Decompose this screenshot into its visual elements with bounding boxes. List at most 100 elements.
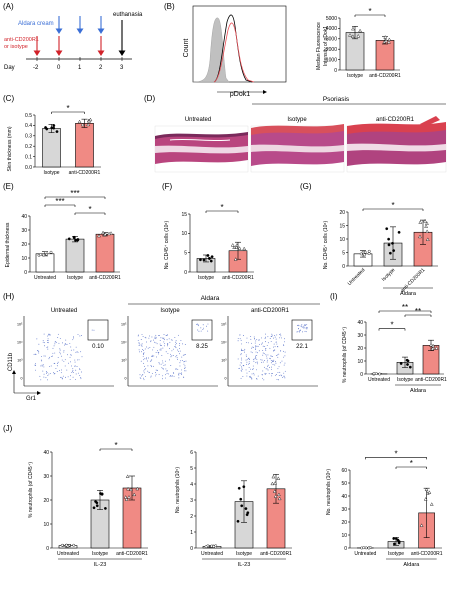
flow-event (247, 363, 249, 365)
flow-event (277, 372, 279, 373)
flow-event (278, 353, 280, 355)
data-point (408, 365, 412, 369)
flow-event (42, 340, 44, 341)
flow-event (261, 343, 263, 345)
flow-gate (191, 319, 213, 341)
flow-event (75, 346, 77, 348)
flow-event (50, 365, 52, 367)
flow-event (175, 341, 176, 343)
flow-event (282, 377, 283, 378)
flow-event (298, 325, 300, 327)
y-tick-label: 0.5 (25, 113, 32, 119)
aldara-arrows (55, 16, 105, 35)
flow-event (280, 350, 282, 352)
flow-event (141, 344, 143, 346)
flow-event (237, 338, 239, 340)
y-tick-label: 5 (184, 250, 187, 256)
flow-event (200, 330, 202, 332)
flow-event (306, 328, 308, 330)
flow-event (53, 372, 55, 373)
flow-event (275, 354, 277, 356)
panel-j: (J) % neutrophils (of CD45⁺) No. neutrop… (3, 424, 443, 568)
flow-event (239, 334, 241, 336)
flow-event (271, 366, 272, 368)
data-point (392, 249, 396, 253)
flow-event (53, 345, 55, 347)
flow-event (144, 369, 146, 371)
flow-event (242, 335, 244, 336)
flow-event (246, 361, 248, 363)
flow-event (63, 350, 65, 352)
flow-event (60, 376, 61, 378)
chart-b: 0 1000 2000 3000 4000 5000 Isotype anti-CD200R1… (326, 7, 401, 79)
flow-event (280, 374, 282, 376)
flow-event (255, 347, 257, 349)
flow-event (141, 343, 143, 345)
panel-a-treatment-line2: or isotype (4, 44, 28, 50)
data-point (385, 227, 389, 231)
histogram-y-label: Count (183, 39, 190, 58)
flow-event (177, 359, 178, 360)
flow-event (78, 359, 80, 361)
flow-event (80, 377, 82, 379)
flow-event (159, 349, 161, 351)
flow-event (33, 353, 35, 355)
flow-event (251, 347, 253, 349)
flow-event (274, 364, 276, 366)
flow-event (140, 351, 142, 353)
flow-event (271, 334, 273, 336)
flow-event (149, 346, 151, 348)
y-tick-label: 0 (334, 68, 337, 74)
category-label: Untreated (354, 551, 376, 557)
flow-event (47, 348, 49, 350)
flow-event (53, 373, 55, 375)
flow-event (175, 340, 177, 342)
flow-event (272, 361, 274, 362)
panel-a: (A) Aldara cream anti-CD200R1 or isotype… (3, 2, 143, 71)
flow-event (142, 336, 144, 337)
flow-event (57, 337, 59, 339)
data-point (107, 231, 111, 236)
flow-event (275, 361, 276, 363)
flow-event (39, 375, 41, 377)
panel-g-label: (G) (300, 182, 312, 191)
timeline-day-value: 1 (78, 65, 82, 71)
flow-event (142, 349, 144, 351)
bar (65, 238, 85, 273)
flow-event (253, 360, 255, 362)
flow-event (158, 363, 160, 365)
significance-label: * (390, 321, 393, 330)
flow-event (65, 376, 66, 378)
flow-event (64, 365, 66, 367)
flow-event (266, 357, 268, 359)
data-point (127, 495, 131, 499)
flow-event (155, 372, 157, 374)
flow-event (152, 356, 154, 358)
flow-event (167, 334, 168, 336)
flow-event (57, 333, 59, 335)
flow-event (298, 331, 300, 333)
flow-event (49, 334, 51, 336)
flow-event (281, 360, 283, 362)
flow-event (197, 329, 199, 331)
flow-event (56, 371, 58, 372)
bar (75, 123, 94, 168)
flow-event (153, 339, 155, 341)
flow-event (175, 346, 177, 348)
flow-event (245, 342, 247, 343)
flow-event (272, 373, 274, 375)
flow-event (35, 365, 37, 367)
flow-event (34, 353, 36, 355)
data-point (234, 245, 239, 249)
flow-event (69, 356, 71, 358)
data-point (236, 519, 240, 523)
flow-event (256, 355, 258, 357)
flow-event (196, 323, 198, 325)
data-point (245, 513, 249, 517)
flow-event (250, 351, 252, 353)
flow-event (253, 372, 255, 374)
flow-event (170, 375, 172, 376)
flow-event (271, 373, 273, 375)
flow-event (45, 377, 47, 379)
flow-event (137, 339, 139, 341)
